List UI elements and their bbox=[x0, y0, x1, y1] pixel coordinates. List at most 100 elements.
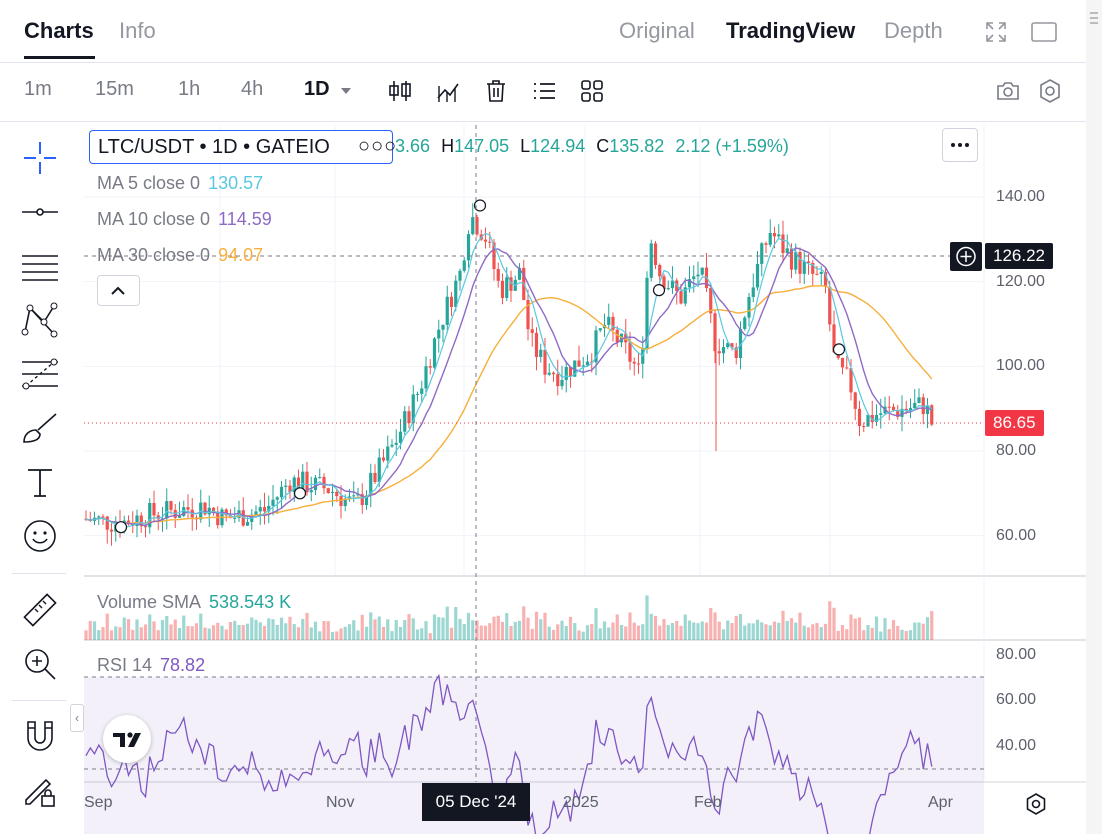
lock-pencil-icon[interactable] bbox=[20, 770, 60, 810]
crosshair-icon[interactable] bbox=[20, 138, 60, 178]
time-settings-icon[interactable] bbox=[1024, 792, 1048, 816]
candle-body bbox=[887, 406, 891, 408]
tab-info[interactable]: Info bbox=[119, 18, 156, 43]
candle-body bbox=[530, 329, 534, 333]
ruler-icon[interactable] bbox=[20, 590, 60, 630]
volume-bar bbox=[730, 623, 734, 640]
volume-bar bbox=[335, 631, 339, 640]
timeframe-1m[interactable]: 1m bbox=[24, 78, 52, 100]
candle-body bbox=[509, 277, 513, 291]
layout-icon[interactable] bbox=[579, 78, 605, 104]
candle-body bbox=[794, 251, 798, 270]
candle-body bbox=[352, 495, 356, 497]
volume-bar bbox=[628, 612, 632, 640]
volume-bar bbox=[250, 617, 254, 640]
candle-body bbox=[636, 363, 641, 365]
tab-charts[interactable]: Charts bbox=[24, 18, 94, 43]
list-icon[interactable] bbox=[531, 78, 557, 104]
text-icon[interactable] bbox=[20, 462, 60, 502]
timeframe-1d[interactable]: 1D bbox=[304, 78, 330, 100]
candles-icon[interactable] bbox=[387, 78, 413, 104]
zoom-icon[interactable] bbox=[20, 644, 60, 684]
magnet-icon[interactable] bbox=[20, 716, 60, 756]
timeframe-4h[interactable]: 4h bbox=[241, 78, 264, 100]
timeframe-15m[interactable]: 15m bbox=[95, 78, 134, 100]
ma30-legend[interactable]: MA 30 close 0 94.07 bbox=[97, 245, 263, 266]
view-depth[interactable]: Depth bbox=[884, 18, 943, 43]
candle-body bbox=[339, 496, 343, 507]
ma5-value: 130.57 bbox=[208, 173, 264, 193]
candle-body bbox=[908, 408, 913, 411]
parallel-lines-icon[interactable] bbox=[20, 246, 60, 286]
collapse-toolbar-button[interactable]: ‹ bbox=[70, 704, 84, 732]
scrollbar-track[interactable] bbox=[1086, 0, 1102, 834]
candle-body bbox=[224, 509, 228, 516]
chart-more-button[interactable] bbox=[942, 128, 978, 162]
candle-body bbox=[815, 273, 819, 275]
add-alert-button[interactable] bbox=[950, 242, 982, 271]
view-original[interactable]: Original bbox=[619, 18, 695, 43]
candle-body bbox=[904, 408, 908, 411]
volume-bar bbox=[904, 631, 908, 640]
candle-body bbox=[369, 472, 373, 496]
volume-bar bbox=[271, 619, 275, 640]
view-tradingview[interactable]: TradingView bbox=[726, 18, 856, 43]
scrollbar-thumb[interactable] bbox=[1090, 12, 1098, 32]
volume-bar bbox=[781, 610, 785, 640]
candle-body bbox=[398, 431, 403, 443]
high-value: 147.05 bbox=[454, 136, 510, 156]
rsi-label-40: 40.00 bbox=[996, 737, 1037, 754]
settings-icon[interactable] bbox=[1037, 78, 1063, 104]
volume-bar bbox=[381, 626, 386, 640]
candle-body bbox=[551, 372, 556, 375]
volume-bar bbox=[126, 619, 131, 640]
tradingview-logo[interactable] bbox=[103, 715, 151, 763]
volume-bar bbox=[284, 623, 288, 640]
emoji-icon[interactable] bbox=[20, 516, 60, 556]
candle-body bbox=[437, 329, 441, 339]
candle-body bbox=[738, 328, 743, 359]
volume-bar bbox=[84, 630, 88, 640]
volume-bar bbox=[343, 626, 347, 640]
event-marker bbox=[114, 521, 128, 534]
trash-icon[interactable] bbox=[483, 78, 509, 104]
candle-body bbox=[823, 271, 828, 287]
legend-more-icon[interactable]: ○○○ bbox=[358, 135, 398, 157]
candle-body bbox=[182, 507, 186, 516]
window-icon[interactable] bbox=[1031, 22, 1057, 42]
ma10-legend[interactable]: MA 10 close 0 114.59 bbox=[97, 209, 272, 230]
candle-body bbox=[169, 501, 173, 510]
volume-bar bbox=[233, 620, 237, 640]
pattern-icon[interactable] bbox=[20, 300, 60, 340]
caret-down-icon[interactable] bbox=[340, 86, 352, 96]
volume-legend[interactable]: Volume SMA 538.543 K bbox=[97, 592, 291, 613]
candle-body bbox=[811, 262, 815, 274]
brush-icon[interactable] bbox=[20, 408, 60, 448]
indicators-icon[interactable] bbox=[435, 78, 461, 104]
candle-body bbox=[203, 502, 207, 515]
volume-bar bbox=[649, 613, 653, 640]
volume-bar bbox=[296, 627, 301, 640]
volume-bar bbox=[330, 631, 335, 640]
horizontal-line-icon[interactable] bbox=[20, 192, 60, 232]
camera-icon[interactable] bbox=[995, 78, 1021, 104]
candle-body bbox=[360, 494, 364, 506]
volume-bar bbox=[377, 616, 381, 640]
volume-bar bbox=[364, 626, 369, 640]
ma5-legend[interactable]: MA 5 close 0 130.57 bbox=[97, 173, 263, 194]
volume-bar bbox=[203, 627, 207, 640]
collapse-legend-button[interactable] bbox=[97, 275, 140, 306]
fullscreen-icon[interactable] bbox=[984, 20, 1008, 44]
volume-label: Volume SMA bbox=[97, 592, 202, 612]
rsi-legend[interactable]: RSI 14 78.82 bbox=[97, 655, 205, 676]
candle-body bbox=[296, 477, 301, 491]
candle-body bbox=[254, 511, 258, 515]
timeframe-1h[interactable]: 1h bbox=[178, 78, 201, 100]
symbol-legend[interactable]: LTC/USDT • 1D • GATEIO ○○○ bbox=[89, 130, 396, 164]
volume-bar bbox=[156, 630, 160, 640]
volume-bar bbox=[458, 618, 462, 640]
fib-icon[interactable] bbox=[20, 354, 60, 394]
rsi-label-80: 80.00 bbox=[996, 646, 1037, 663]
price-label-100: 100.00 bbox=[996, 357, 1045, 374]
